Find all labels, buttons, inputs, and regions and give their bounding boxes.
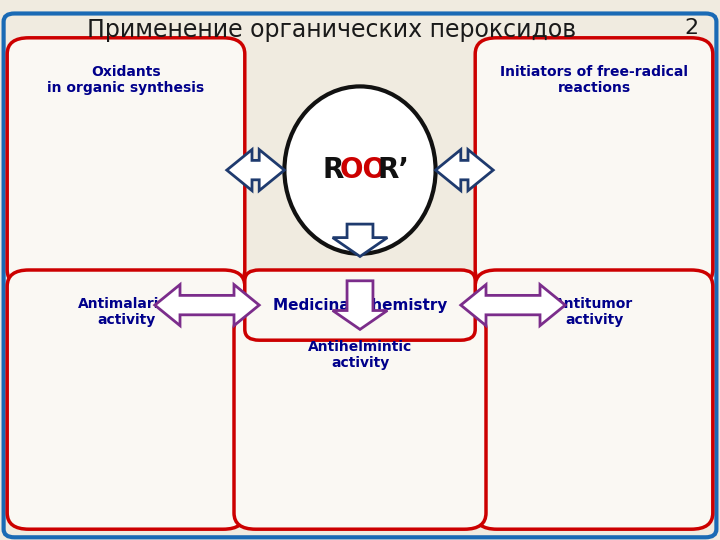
Text: Antitumor
activity: Antitumor activity (554, 297, 634, 327)
Polygon shape (155, 285, 259, 326)
Polygon shape (333, 281, 387, 329)
Text: Oxidants
in organic synthesis: Oxidants in organic synthesis (48, 65, 204, 95)
FancyBboxPatch shape (475, 270, 713, 529)
Text: R: R (323, 156, 344, 184)
Text: Medicinal Chemistry: Medicinal Chemistry (273, 298, 447, 313)
Text: Initiators of free-radical
reactions: Initiators of free-radical reactions (500, 65, 688, 95)
Polygon shape (227, 150, 284, 191)
Text: Antimalarial
activity: Antimalarial activity (78, 297, 174, 327)
Text: 2: 2 (684, 18, 698, 38)
Polygon shape (333, 224, 387, 256)
FancyBboxPatch shape (234, 313, 486, 529)
Polygon shape (436, 150, 493, 191)
FancyBboxPatch shape (245, 270, 475, 340)
Text: Antihelmintic
activity: Antihelmintic activity (308, 340, 412, 370)
FancyBboxPatch shape (4, 14, 716, 537)
Polygon shape (461, 285, 565, 326)
Ellipse shape (284, 86, 436, 254)
FancyBboxPatch shape (475, 38, 713, 286)
FancyBboxPatch shape (7, 270, 245, 529)
Text: R’: R’ (377, 156, 409, 184)
Text: Применение органических пероксидов: Применение органических пероксидов (86, 18, 576, 42)
Text: OO: OO (340, 156, 387, 184)
FancyBboxPatch shape (7, 38, 245, 286)
